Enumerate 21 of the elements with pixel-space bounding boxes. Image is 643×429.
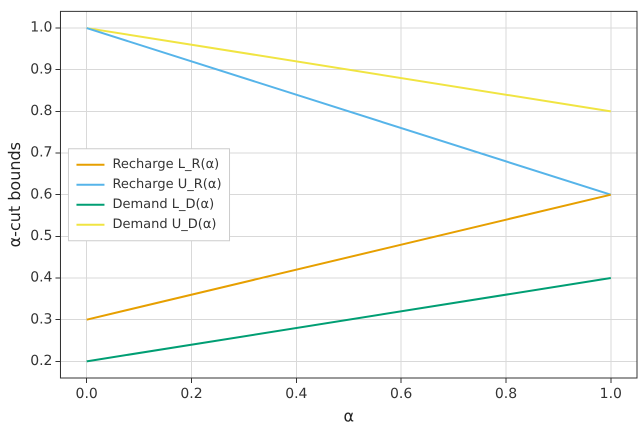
- legend-label: Demand U_D(α): [112, 217, 216, 232]
- x-axis-title: α: [343, 406, 354, 426]
- legend-label: Recharge U_R(α): [112, 177, 222, 192]
- y-tick-label: 0.9: [30, 61, 52, 78]
- legend-label: Recharge L_R(α): [112, 157, 220, 172]
- x-tick-label: 0.2: [180, 386, 203, 402]
- y-tick-label: 0.4: [30, 270, 53, 286]
- y-tick-label: 0.7: [30, 144, 52, 161]
- x-tick-label: 1.0: [600, 386, 622, 402]
- y-tick-label: 1.0: [30, 20, 52, 36]
- x-tick-label: 0.0: [76, 386, 98, 402]
- y-tick-label: 0.8: [30, 103, 52, 120]
- y-tick-label: 0.5: [30, 228, 52, 244]
- y-tick-label: 0.6: [30, 186, 53, 202]
- y-tick-label: 0.3: [30, 311, 52, 328]
- y-tick-label: 0.2: [30, 352, 52, 369]
- x-tick-label: 0.8: [494, 386, 518, 402]
- x-tick-label: 0.6: [390, 386, 412, 402]
- x-tick-label: 0.4: [285, 386, 308, 402]
- y-axis-title: α-cut bounds: [4, 142, 24, 248]
- legend-label: Demand L_D(α): [112, 197, 214, 212]
